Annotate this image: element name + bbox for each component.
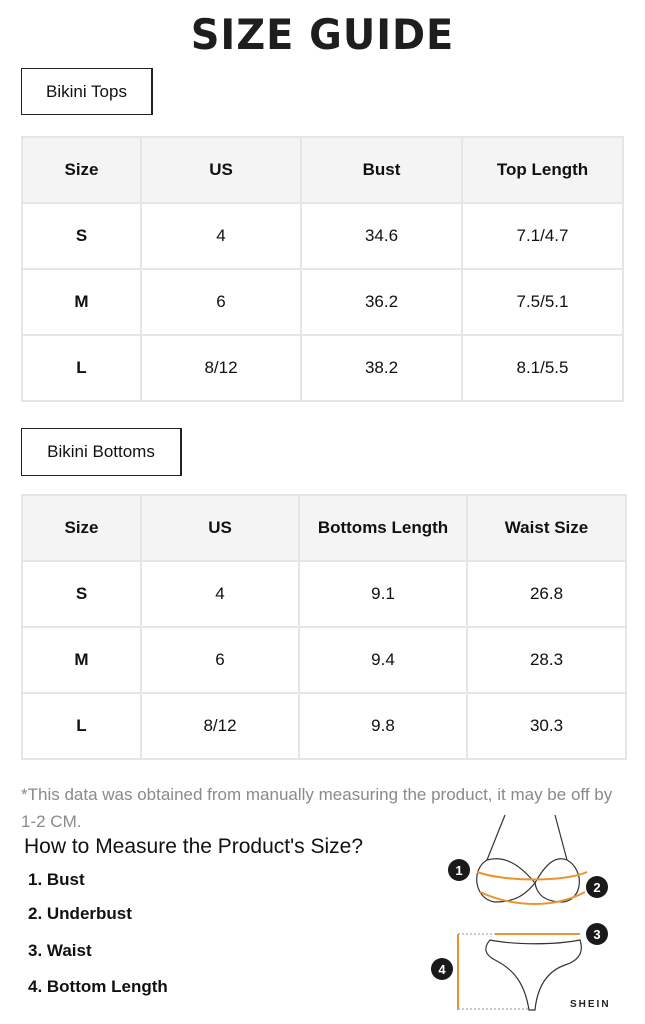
table-cell: 7.5/5.1: [461, 268, 624, 336]
header-cell: Bust: [300, 136, 463, 204]
page-title: SIZE GUIDE: [190, 10, 455, 59]
marker-2-icon: 2: [586, 876, 608, 898]
size-cell: L: [21, 334, 142, 402]
size-cell: S: [21, 560, 142, 628]
header-cell: US: [140, 136, 302, 204]
table-cell: 30.3: [466, 692, 627, 760]
step-bottom-length: 4. Bottom Length: [28, 977, 168, 996]
table-header-row: Size US Bottoms Length Waist Size: [21, 494, 627, 562]
step-waist: 3. Waist: [28, 941, 92, 960]
table-cell: 28.3: [466, 626, 627, 694]
step-underbust: 2. Underbust: [28, 904, 132, 923]
table-cell: 9.8: [298, 692, 468, 760]
header-cell: Waist Size: [466, 494, 627, 562]
table-row: M 6 9.4 28.3: [21, 626, 627, 694]
table-cell: 6: [140, 268, 302, 336]
svg-text:3: 3: [593, 927, 600, 942]
table-cell: 8/12: [140, 692, 300, 760]
size-cell: M: [21, 626, 142, 694]
marker-3-icon: 3: [586, 923, 608, 945]
svg-text:2: 2: [593, 880, 600, 895]
how-to-measure-title: How to Measure the Product's Size?: [24, 835, 364, 858]
brand-logo: SHEIN: [570, 999, 611, 1010]
size-cell: M: [21, 268, 142, 336]
tab-bikini-tops[interactable]: Bikini Tops: [21, 68, 153, 115]
table-row: L 8/12 9.8 30.3: [21, 692, 627, 760]
bikini-bottom-drawing: [457, 933, 582, 1011]
table-cell: 9.4: [298, 626, 468, 694]
bikini-top-drawing: [476, 814, 588, 905]
table-cell: 6: [140, 626, 300, 694]
table-cell: 4: [140, 560, 300, 628]
table-header-row: Size US Bust Top Length: [21, 136, 624, 204]
measurement-note: *This data was obtained from manually me…: [21, 785, 613, 831]
bottoms-size-table: Size US Bottoms Length Waist Size S 4 9.…: [21, 494, 627, 760]
header-cell: Bottoms Length: [298, 494, 468, 562]
table-row: L 8/12 38.2 8.1/5.5: [21, 334, 624, 402]
header-cell: US: [140, 494, 300, 562]
size-cell: S: [21, 202, 142, 270]
header-cell: Size: [21, 494, 142, 562]
marker-4-icon: 4: [431, 958, 453, 980]
marker-1-icon: 1: [448, 859, 470, 881]
measurement-illustration: 1 2 3 4 SHEIN: [431, 814, 611, 1011]
table-cell: 26.8: [466, 560, 627, 628]
svg-text:1: 1: [455, 863, 462, 878]
table-cell: 8/12: [140, 334, 302, 402]
header-cell: Size: [21, 136, 142, 204]
table-cell: 34.6: [300, 202, 463, 270]
table-row: S 4 9.1 26.8: [21, 560, 627, 628]
table-row: S 4 34.6 7.1/4.7: [21, 202, 624, 270]
table-cell: 4: [140, 202, 302, 270]
step-bust: 1. Bust: [28, 870, 85, 889]
tab-bikini-bottoms[interactable]: Bikini Bottoms: [21, 428, 182, 476]
table-cell: 7.1/4.7: [461, 202, 624, 270]
table-row: M 6 36.2 7.5/5.1: [21, 268, 624, 336]
table-cell: 36.2: [300, 268, 463, 336]
table-cell: 9.1: [298, 560, 468, 628]
svg-text:4: 4: [438, 962, 446, 977]
header-cell: Top Length: [461, 136, 624, 204]
table-cell: 8.1/5.5: [461, 334, 624, 402]
tops-size-table: Size US Bust Top Length S 4 34.6 7.1/4.7…: [21, 136, 624, 402]
size-cell: L: [21, 692, 142, 760]
table-cell: 38.2: [300, 334, 463, 402]
